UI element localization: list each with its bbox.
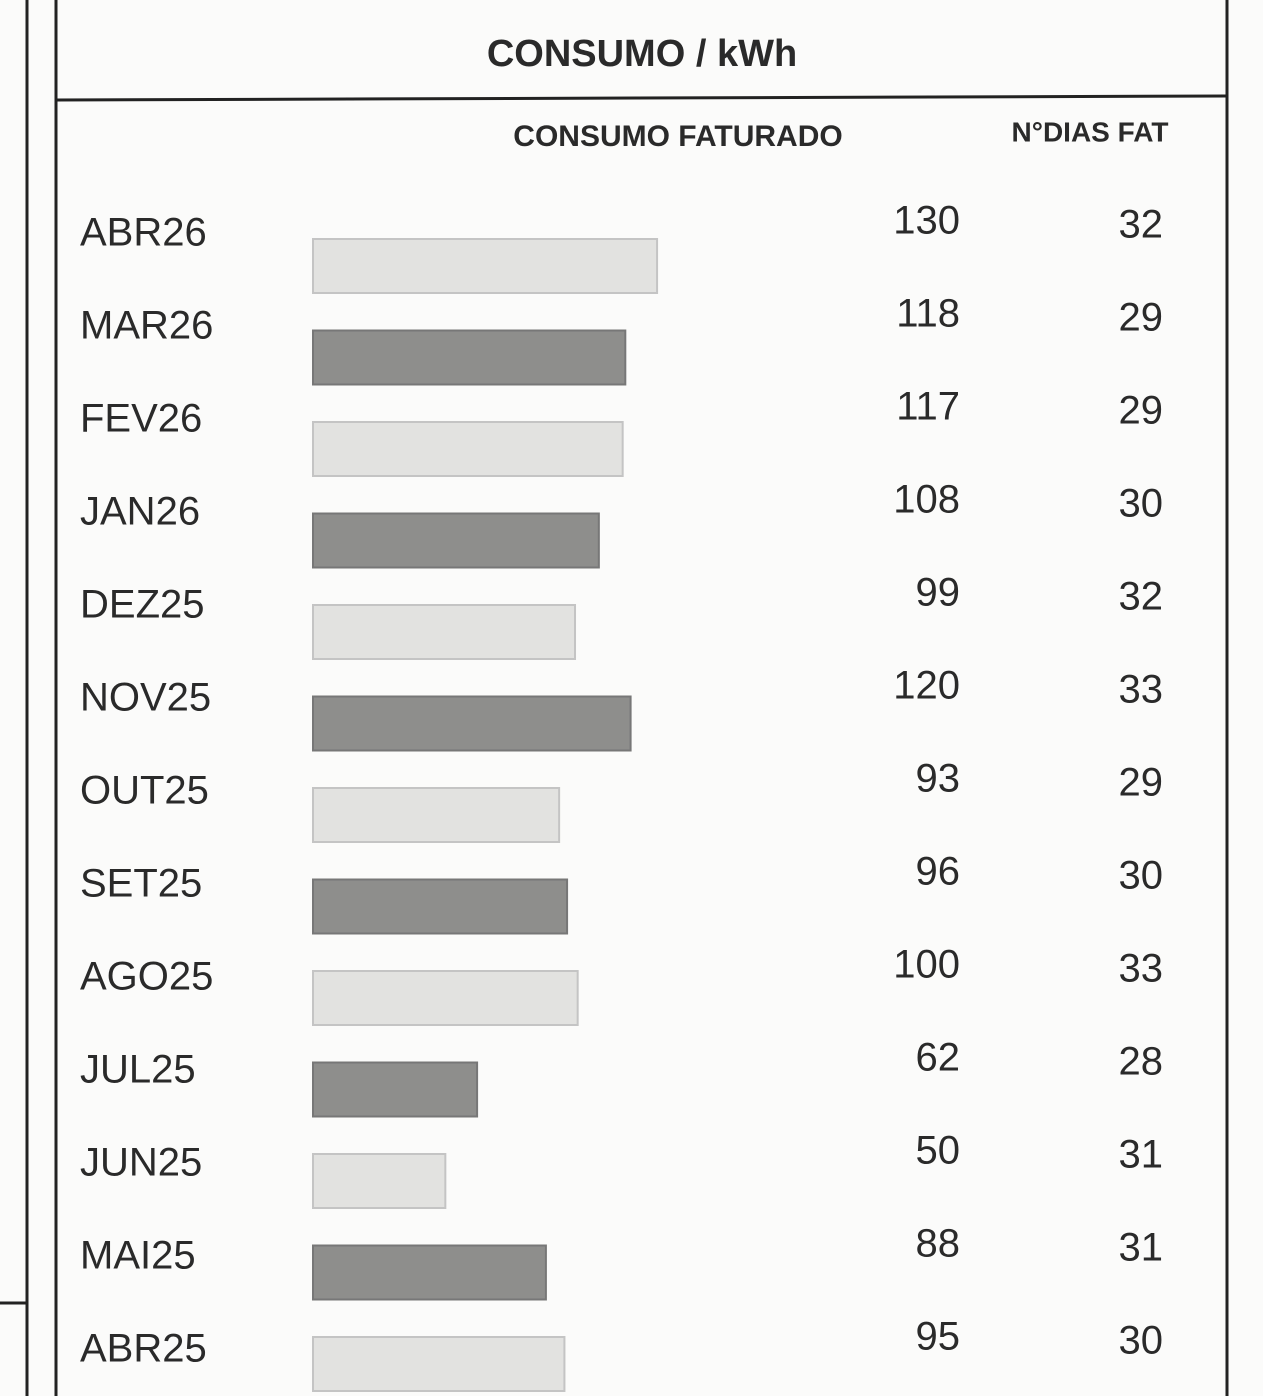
bar [312, 878, 569, 935]
category-label: AGO25 [80, 955, 213, 999]
title-divider [55, 94, 1228, 102]
bar [312, 1336, 566, 1392]
days-value: 28 [1119, 1040, 1164, 1084]
days-header: N°DIAS FAT [1012, 116, 1169, 147]
value-label: 95 [916, 1315, 961, 1359]
days-value: 32 [1119, 203, 1164, 247]
value-label: 93 [916, 757, 961, 801]
category-label: JUN25 [80, 1141, 202, 1185]
bar [312, 421, 624, 477]
bar [312, 512, 600, 569]
bar [312, 329, 627, 386]
bar [312, 604, 577, 660]
days-value: 33 [1119, 668, 1164, 712]
frame [54, 0, 1229, 1396]
category-label: MAI25 [80, 1234, 196, 1278]
category-label: FEV26 [80, 397, 202, 441]
category-label: NOV25 [80, 676, 211, 720]
chart-title: CONSUMO / kWh [487, 33, 797, 75]
value-label: 118 [896, 292, 960, 336]
days-value: 29 [1119, 296, 1164, 340]
bar [312, 1153, 447, 1209]
days-value: 30 [1119, 854, 1164, 898]
category-label: MAR26 [80, 304, 213, 348]
value-label: 96 [916, 850, 961, 894]
value-label: 130 [893, 199, 960, 243]
value-label: 62 [916, 1036, 961, 1080]
bar [312, 695, 632, 752]
days-value: 33 [1119, 947, 1164, 991]
category-label: JUL25 [80, 1048, 196, 1092]
days-value: 32 [1119, 575, 1164, 619]
category-label: ABR25 [80, 1327, 207, 1371]
bar [312, 1061, 479, 1118]
days-value: 31 [1119, 1226, 1164, 1270]
bar [312, 787, 561, 843]
category-label: DEZ25 [80, 583, 205, 627]
value-label: 100 [893, 943, 960, 987]
days-value: 30 [1119, 482, 1164, 526]
days-value: 31 [1119, 1133, 1164, 1177]
category-label: ABR26 [80, 211, 207, 255]
value-header: CONSUMO FATURADO [513, 120, 842, 153]
category-label: OUT25 [80, 769, 209, 813]
value-label: 88 [916, 1222, 961, 1266]
category-label: JAN26 [80, 490, 200, 534]
bar [312, 1244, 547, 1301]
bar [312, 238, 659, 294]
days-value: 30 [1119, 1319, 1164, 1363]
days-value: 29 [1119, 389, 1164, 433]
value-label: 50 [916, 1129, 961, 1173]
category-label: SET25 [80, 862, 202, 906]
value-label: 108 [893, 478, 960, 522]
value-label: 120 [893, 664, 960, 708]
value-label: 99 [916, 571, 961, 615]
value-label: 117 [896, 385, 960, 429]
bar [312, 970, 579, 1026]
days-value: 29 [1119, 761, 1164, 805]
